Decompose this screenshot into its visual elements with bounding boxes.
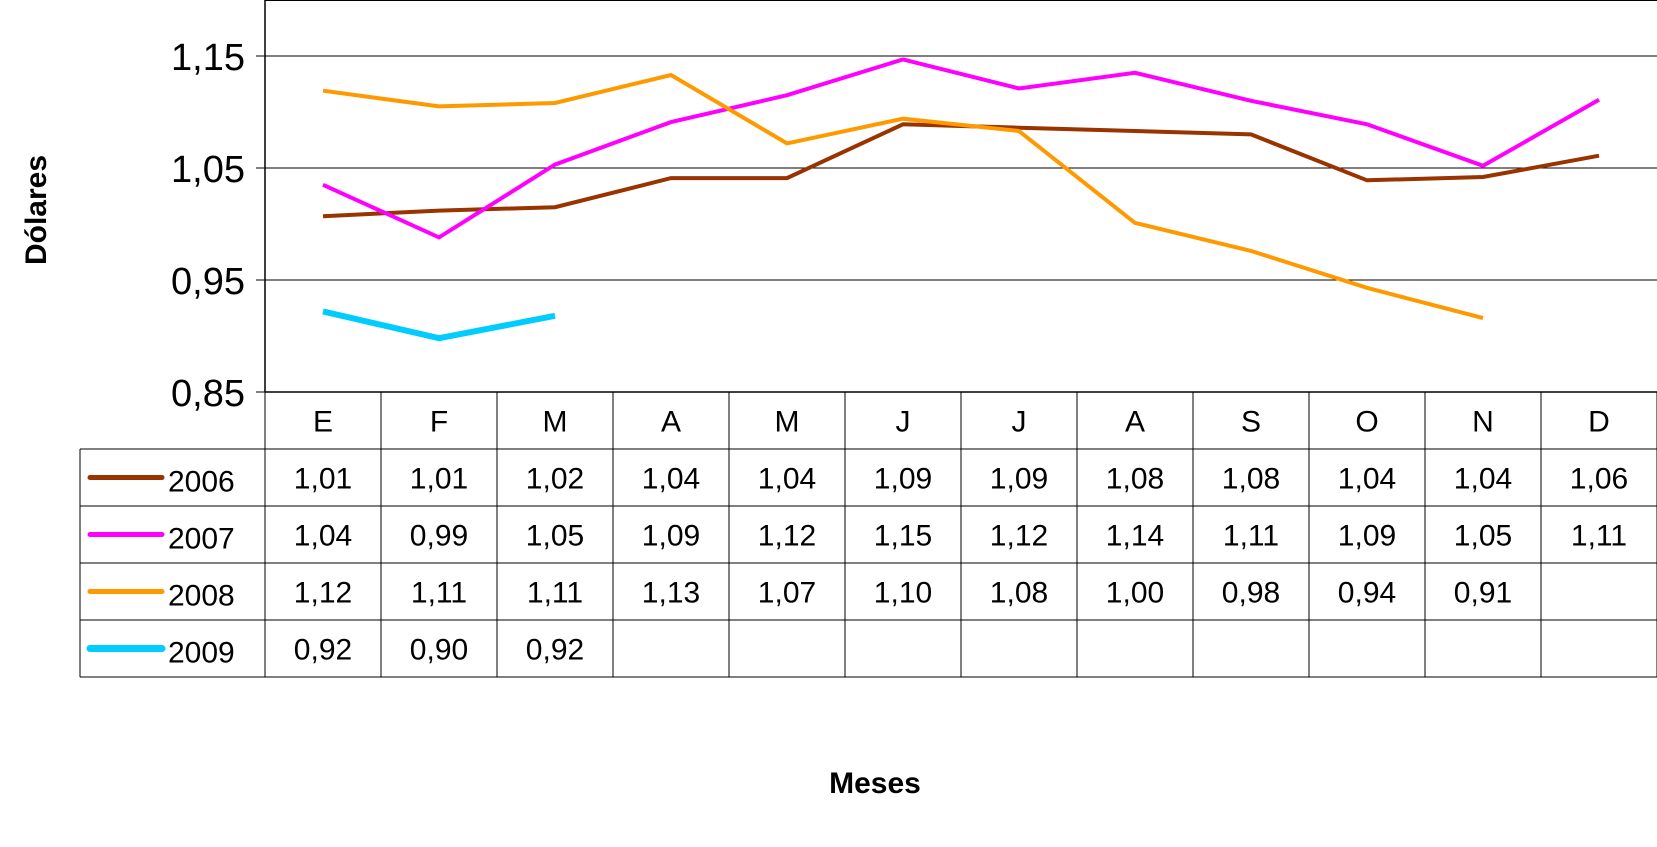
data-label: 0,91 bbox=[1454, 577, 1512, 610]
data-label: 1,08 bbox=[1222, 463, 1280, 496]
data-label: 0,90 bbox=[410, 634, 468, 667]
x-tick-label: E bbox=[313, 406, 333, 439]
data-label: 1,09 bbox=[1338, 520, 1396, 553]
series-line-2009 bbox=[322, 308, 556, 342]
data-label: 1,05 bbox=[526, 520, 584, 553]
data-label: 1,11 bbox=[527, 577, 583, 610]
legend-label: 2009 bbox=[168, 637, 235, 670]
data-label: 1,09 bbox=[990, 463, 1048, 496]
x-axis-title: Meses bbox=[829, 767, 921, 800]
data-label: 0,94 bbox=[1338, 577, 1396, 610]
data-label: 1,12 bbox=[294, 577, 352, 610]
plot-frame bbox=[264, 0, 1657, 392]
data-label: 1,01 bbox=[294, 463, 352, 496]
data-label: 1,01 bbox=[410, 463, 468, 496]
x-tick-label: A bbox=[1125, 406, 1145, 439]
y-axis-ticks: 0,85 0,95 1,05 1,15 bbox=[171, 37, 265, 415]
data-label: 1,15 bbox=[874, 520, 932, 553]
data-label: 1,11 bbox=[1571, 520, 1627, 553]
x-tick-label: J bbox=[896, 406, 911, 439]
y-tick-label: 1,05 bbox=[171, 149, 245, 191]
data-label: 1,08 bbox=[1106, 463, 1164, 496]
series-lines bbox=[322, 57, 1600, 342]
data-label: 1,00 bbox=[1106, 577, 1164, 610]
data-label: 0,92 bbox=[294, 634, 352, 667]
data-label: 1,11 bbox=[1223, 520, 1279, 553]
legend-label: 2006 bbox=[168, 466, 235, 499]
x-tick-label: O bbox=[1355, 406, 1378, 439]
x-tick-label: A bbox=[661, 406, 681, 439]
data-label: 1,04 bbox=[642, 463, 700, 496]
data-label: 1,04 bbox=[1454, 463, 1512, 496]
x-tick-label: J bbox=[1012, 406, 1027, 439]
data-label: 1,08 bbox=[990, 577, 1048, 610]
x-tick-label: S bbox=[1241, 406, 1261, 439]
x-tick-label: M bbox=[775, 406, 800, 439]
data-label: 1,14 bbox=[1106, 520, 1164, 553]
data-label: 1,09 bbox=[642, 520, 700, 553]
data-label: 1,10 bbox=[874, 577, 932, 610]
data-label: 0,92 bbox=[526, 634, 584, 667]
data-label: 1,12 bbox=[990, 520, 1048, 553]
x-tick-label: D bbox=[1588, 406, 1610, 439]
data-label: 1,04 bbox=[294, 520, 352, 553]
x-tick-label: F bbox=[430, 406, 448, 439]
data-table: E F M A M J J A S O N D 2006 1,01 1,01 1,02 1,04 1,04 1,09… bbox=[79, 391, 1657, 678]
data-label: 1,13 bbox=[642, 577, 700, 610]
y-tick-label: 1,15 bbox=[171, 37, 245, 79]
data-label: 1,07 bbox=[758, 577, 816, 610]
x-tick-label: M bbox=[543, 406, 568, 439]
data-label: 1,11 bbox=[411, 577, 467, 610]
legend-label: 2007 bbox=[168, 523, 235, 556]
data-label: 0,98 bbox=[1222, 577, 1280, 610]
data-label: 1,09 bbox=[874, 463, 932, 496]
data-label: 0,99 bbox=[410, 520, 468, 553]
data-label: 1,12 bbox=[758, 520, 816, 553]
x-tick-label: N bbox=[1472, 406, 1494, 439]
legend-label: 2008 bbox=[168, 580, 235, 613]
data-label: 1,04 bbox=[758, 463, 816, 496]
series-line-2008 bbox=[322, 72, 1484, 321]
data-label: 1,02 bbox=[526, 463, 584, 496]
grid-lines bbox=[265, 55, 1657, 281]
data-label: 1,05 bbox=[1454, 520, 1512, 553]
data-label: 1,06 bbox=[1570, 463, 1628, 496]
y-axis-title: Dólares bbox=[20, 155, 53, 265]
data-label: 1,04 bbox=[1338, 463, 1396, 496]
series-line-2007 bbox=[322, 57, 1600, 240]
y-tick-label: 0,95 bbox=[171, 261, 245, 303]
y-tick-label: 0,85 bbox=[171, 373, 245, 415]
